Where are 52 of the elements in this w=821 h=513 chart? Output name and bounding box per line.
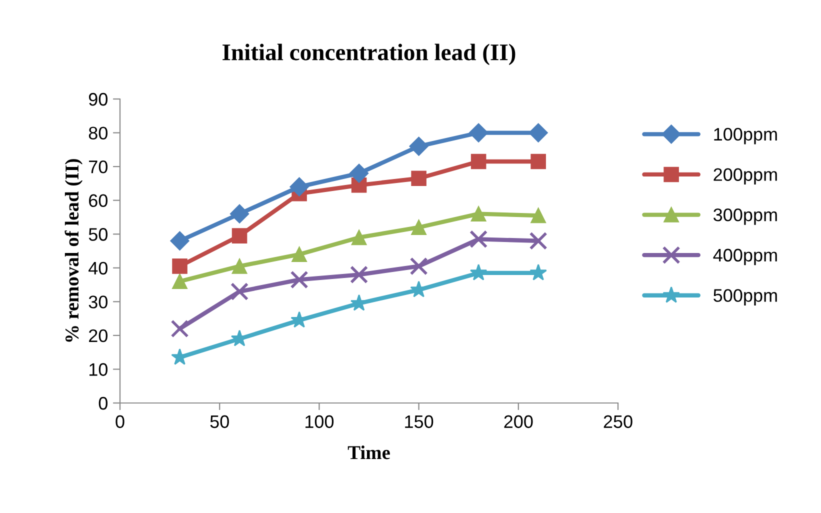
point bbox=[290, 177, 309, 196]
x-tick-label: 50 bbox=[210, 415, 229, 428]
y-tick-label: 30 bbox=[88, 296, 108, 308]
y-tick-label: 90 bbox=[88, 92, 108, 106]
point bbox=[350, 266, 368, 284]
legend-label: 200ppm bbox=[714, 168, 777, 185]
y-tick-label: 80 bbox=[88, 126, 108, 140]
point bbox=[530, 154, 546, 170]
point bbox=[350, 164, 369, 183]
point bbox=[470, 264, 488, 280]
point bbox=[410, 257, 428, 276]
point bbox=[529, 232, 548, 250]
point bbox=[411, 170, 426, 186]
y-tick-label: 0 bbox=[98, 396, 108, 410]
x-tick-label: 0 bbox=[116, 415, 124, 428]
chart-title: Initial concentration lead (II) bbox=[222, 44, 516, 66]
y-tick-label: 40 bbox=[88, 262, 108, 275]
x-tick-label: 100 bbox=[306, 415, 334, 428]
point bbox=[230, 282, 249, 301]
point bbox=[170, 231, 190, 250]
point bbox=[290, 270, 308, 289]
point bbox=[232, 258, 248, 274]
point bbox=[470, 154, 486, 170]
point bbox=[230, 204, 250, 224]
point bbox=[292, 246, 307, 262]
point bbox=[530, 264, 547, 280]
legend-label: 300ppm bbox=[714, 208, 777, 225]
legend-label: 400ppm bbox=[713, 248, 777, 266]
y-axis-title: % removal of lead (II) bbox=[64, 159, 83, 342]
x-tick-label: 150 bbox=[405, 415, 434, 428]
point bbox=[530, 208, 546, 224]
y-tick-label: 10 bbox=[89, 363, 108, 376]
point bbox=[172, 258, 188, 274]
x-axis-title: Time bbox=[348, 446, 390, 460]
point bbox=[409, 136, 428, 156]
y-tick-label: 70 bbox=[89, 160, 108, 174]
point bbox=[170, 320, 189, 338]
legend-label: 100ppm bbox=[714, 128, 777, 144]
point bbox=[470, 230, 488, 248]
y-tick-label: 60 bbox=[89, 194, 108, 208]
point bbox=[470, 206, 486, 222]
point bbox=[528, 123, 548, 142]
point bbox=[232, 228, 248, 244]
x-tick-label: 200 bbox=[504, 415, 533, 428]
point bbox=[351, 230, 367, 246]
point bbox=[469, 123, 488, 142]
x-tick-label: 250 bbox=[604, 415, 632, 428]
point bbox=[172, 274, 188, 290]
legend-label: 500ppm bbox=[714, 289, 777, 306]
point bbox=[411, 220, 426, 235]
y-tick-label: 50 bbox=[88, 228, 108, 241]
y-tick-label: 20 bbox=[89, 329, 108, 342]
